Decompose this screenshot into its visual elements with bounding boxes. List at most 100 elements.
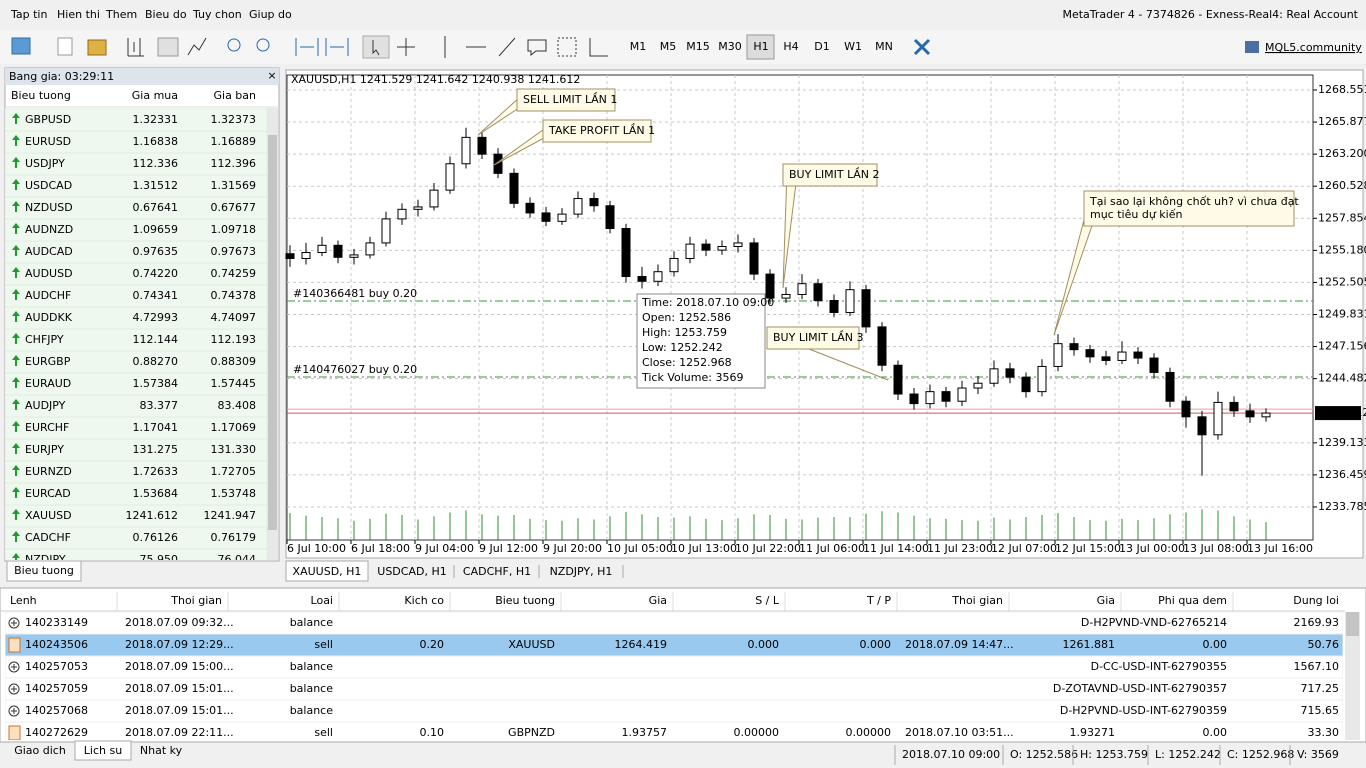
candle-body [557, 213, 567, 222]
bid: 0.74220 [133, 267, 179, 280]
callout-pointer [782, 170, 798, 289]
x-tick-label: 11 Jul 23:00 [927, 542, 993, 555]
candle-body [701, 243, 711, 251]
candle-body [1085, 349, 1095, 358]
x-tick-label: 12 Jul 07:00 [991, 542, 1057, 555]
callout-text: Tại sao lại không chốt uh? vì chưa đạt [1089, 195, 1299, 208]
x-tick-label: 9 Jul 12:00 [479, 542, 538, 555]
menu-item[interactable]: Tap tin [10, 8, 47, 21]
callout-text: BUY LIMIT LẦN 3 [773, 330, 864, 344]
menu-item[interactable]: Bieu do [145, 8, 187, 21]
candle-body [765, 273, 775, 299]
timeframe-button[interactable]: H1 [753, 40, 768, 53]
menu-item[interactable]: Tuy chon [192, 8, 242, 21]
candle-body [605, 205, 615, 230]
chart-tab[interactable]: CADCHF, H1 [463, 565, 531, 578]
cell: 2169.93 [1294, 616, 1340, 629]
bid: 131.275 [133, 443, 179, 456]
candle-body [1181, 400, 1191, 418]
panel-title: Bang gia: 03:29:11 [9, 70, 114, 83]
terminal-tab[interactable]: Nhat ky [140, 744, 183, 757]
timeframe-button[interactable]: M15 [686, 40, 710, 53]
candle-body [877, 326, 887, 366]
chart-tab[interactable]: NZDJPY, H1 [550, 565, 613, 578]
symbol: EURJPY [25, 443, 64, 456]
menu-item[interactable]: Giup do [249, 8, 292, 21]
candle-body [397, 208, 407, 220]
cell: 2018.07.09 15:00... [125, 660, 234, 673]
cell: 140257068 [25, 704, 88, 717]
cell: 0.00 [1203, 726, 1228, 739]
order-icon [8, 637, 21, 653]
balance-icon [8, 661, 20, 673]
cell: 1264.419 [615, 638, 668, 651]
timeframe-button[interactable]: M5 [660, 40, 677, 53]
y-tick-label: 1255.180 [1318, 243, 1366, 256]
row-bg[interactable] [5, 721, 1343, 744]
candle-body [797, 283, 807, 295]
cell: 0.00 [1203, 638, 1228, 651]
candle-body [1197, 416, 1207, 436]
symbol: AUDUSD [25, 267, 73, 280]
candle-body [1069, 343, 1079, 351]
x-tick-label: 11 Jul 06:00 [799, 542, 865, 555]
bid: 1241.612 [126, 509, 179, 522]
up-arrow [12, 135, 20, 146]
candle-body [301, 252, 311, 260]
candle-body [989, 368, 999, 384]
panel-close[interactable]: × [267, 69, 276, 82]
status-field: L: 1252.242 [1155, 748, 1221, 761]
tooltip-line: Tick Volume: 3569 [641, 371, 743, 384]
cell: 0.000 [748, 638, 780, 651]
row-bg [5, 548, 267, 560]
balance-icon [8, 705, 20, 717]
cell: 2018.07.09 12:29... [125, 638, 234, 651]
y-tick-label: 1268.551 [1318, 83, 1366, 96]
community-link[interactable]: MQL5.community [1265, 41, 1362, 54]
terminal-tab[interactable]: Giao dich [14, 744, 66, 757]
candle-body [1133, 351, 1143, 359]
candle-body [333, 244, 343, 258]
callout-box [516, 88, 616, 112]
ask: 1.32373 [211, 113, 257, 126]
callout-box [1083, 190, 1295, 227]
y-tick-label: 1236.459 [1318, 468, 1366, 481]
ask: 83.408 [218, 399, 257, 412]
candle-body [1245, 410, 1255, 418]
tooltip-line: Time: 2018.07.10 09:00 [641, 296, 774, 309]
terminal-tab[interactable]: Lich su [84, 744, 122, 757]
menu-item[interactable]: Them [105, 8, 137, 21]
candle-body [1053, 343, 1063, 367]
candle-body [413, 206, 423, 210]
candle-body [733, 242, 743, 248]
timeframe-button[interactable]: MN [875, 40, 893, 53]
status-field: H: 1253.759 [1080, 748, 1148, 761]
candle-body [781, 293, 791, 299]
panel-tab-label[interactable]: Bieu tuong [14, 564, 74, 577]
current-price-box [1315, 406, 1361, 421]
timeframe-button[interactable]: D1 [814, 40, 829, 53]
tooltip-line: Open: 1252.586 [642, 311, 731, 324]
scrollbar-thumb[interactable] [1346, 612, 1359, 636]
scrollbar-thumb[interactable] [268, 135, 277, 530]
balance-icon [8, 617, 20, 629]
cell: 717.25 [1301, 682, 1340, 695]
bid: 1.17041 [133, 421, 179, 434]
bid: 112.144 [133, 333, 179, 346]
timeframe-button[interactable]: M30 [718, 40, 742, 53]
menu-item[interactable]: Hien thi [57, 8, 100, 21]
timeframe-button[interactable]: H4 [783, 40, 798, 53]
timeframe-button[interactable]: W1 [844, 40, 862, 53]
scrollbar[interactable] [1345, 612, 1360, 740]
candle-body [893, 364, 903, 395]
candle-body [717, 246, 727, 251]
chart-tab[interactable]: XAUUSD, H1 [293, 565, 362, 578]
cell: 1.93757 [622, 726, 668, 739]
chart-tab[interactable]: USDCAD, H1 [377, 565, 446, 578]
candle-body [1005, 368, 1015, 378]
symbol: AUDJPY [25, 399, 66, 412]
timeframe-button[interactable]: M1 [630, 40, 647, 53]
candle-body [589, 198, 599, 207]
candle-body [541, 212, 551, 222]
ask: 1241.947 [204, 509, 257, 522]
